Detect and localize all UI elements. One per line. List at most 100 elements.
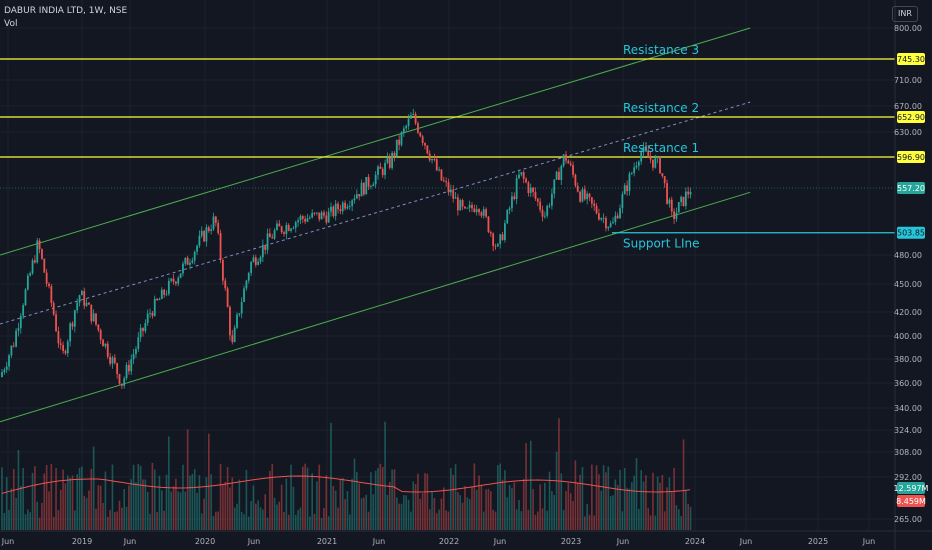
candle-body [645,146,647,151]
volume-bar [320,517,323,530]
volume-bar [668,477,671,530]
channel-lower-line [0,191,751,423]
volume-bar [391,469,393,530]
volume-bar [473,463,476,530]
candle-body [224,280,227,289]
candle-body [292,227,295,229]
volume-bar [311,473,313,530]
volume-bar [569,493,572,530]
candle-body [71,323,74,327]
candle-body [402,128,405,133]
volume-bar [172,486,175,530]
volume-bar [447,511,450,530]
candle-body [668,199,671,204]
candle-body [106,343,109,357]
candle-body [473,208,476,212]
candle-body [306,218,309,222]
volume-bar [426,473,429,530]
volume-bar [367,511,370,530]
volume-bar [663,511,666,530]
volume-bar [659,482,661,530]
volume-bar [118,500,121,530]
volume-bar [687,503,689,530]
volume-bar [579,474,581,530]
candle-body [146,313,149,324]
volume-bar [182,464,184,530]
candle-body [569,163,572,166]
volume-bar [393,469,396,530]
volume-bars [1,418,692,530]
volume-bar [619,469,621,530]
candle-body [191,260,194,263]
candle-body [200,231,203,236]
volume-bar [440,498,443,530]
volume-bar [22,468,24,530]
volume-bar [560,473,563,530]
candle-body [588,193,591,198]
candle-body [541,209,544,217]
channel-upper-line [0,27,751,256]
volume-bar [144,479,147,530]
candle-body [602,218,605,219]
candle-body [442,180,445,182]
volume-bar [487,488,490,530]
candle-body [642,146,645,153]
volume-bar [151,462,154,530]
candle-body [593,203,596,206]
candle-body [22,305,25,316]
volume-bar [83,495,86,530]
symbol-title[interactable]: DABUR INDIA LTD, 1W, NSE [4,6,128,16]
x-tick-label: 2020 [195,537,215,546]
x-tick-label: 2019 [72,537,92,546]
grid [0,0,895,530]
x-tick-label: Jun [862,537,876,546]
candle-body [659,157,661,174]
volume-bar [179,492,182,530]
candle-body [360,182,363,197]
candle-body [482,209,485,216]
candle-body [583,189,586,200]
candle-body [95,313,97,325]
volume-bar [539,484,541,530]
volume-bar [212,516,215,530]
volume-bar [454,464,457,530]
candle-body [125,364,128,379]
candle-body [520,172,523,175]
candle-body [419,132,422,137]
volume-bar [574,460,577,530]
volume-bar [81,466,83,530]
volume-bar [374,470,377,530]
candle-body [128,364,130,372]
candle-body [454,197,457,199]
candle-body [567,160,570,164]
candle-body [682,196,685,206]
candle-body [675,212,678,220]
candle-body [595,205,598,214]
candle-body [449,189,452,193]
candle-body [229,307,231,336]
candle-body [57,331,60,344]
candle-body [243,288,245,302]
currency-button[interactable]: INR [892,6,918,22]
candle-body [24,289,27,306]
volume-bar [478,475,480,530]
candle-body [518,174,520,179]
candle-body [266,233,269,250]
volume-bar [219,463,222,530]
candle-body [654,158,657,168]
volume-bar [544,482,546,530]
candle-body [367,176,370,187]
candle-body [330,206,332,212]
candle-body [90,304,93,322]
volume-bar [24,514,27,530]
volume-bar [36,501,39,530]
volume-bar [257,500,259,530]
candle-body [424,143,426,146]
volume-label: Vol [4,19,18,29]
volume-bar [680,516,682,530]
candle-body [447,182,450,193]
volume-bar [562,510,565,530]
volume-bar [90,468,93,530]
volume-bar [490,491,492,530]
